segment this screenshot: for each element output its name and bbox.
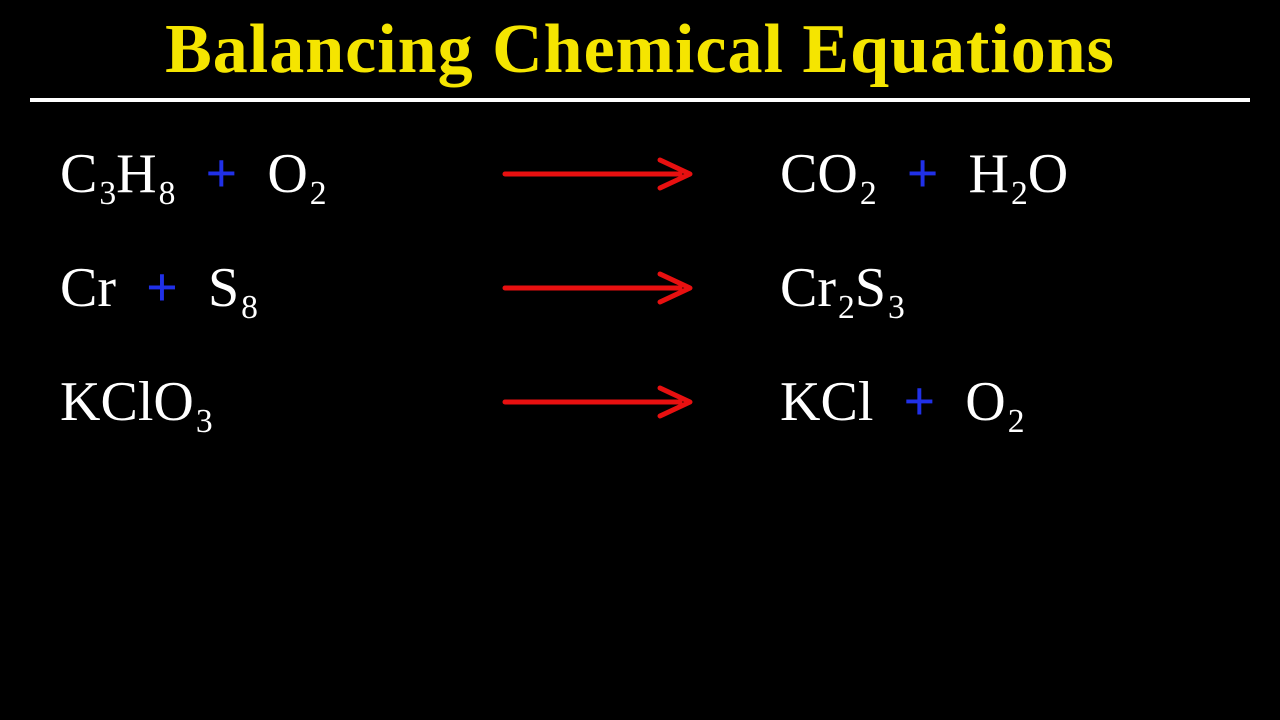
equation-rhs: KCl + O2	[780, 370, 1025, 434]
formula-term: CO2	[780, 142, 877, 206]
equation-lhs: KClO3	[60, 370, 480, 434]
formula-term: H2O	[969, 142, 1069, 206]
reaction-arrow	[500, 382, 700, 422]
formula-term: O2	[267, 142, 326, 206]
equation-lhs: C3H8 + O2	[60, 142, 480, 206]
reaction-arrow	[500, 268, 700, 308]
equation-row: C3H8 + O2 CO2 + H2O	[60, 142, 1220, 206]
formula-term: Cr2S3	[780, 256, 905, 320]
reaction-arrow	[500, 154, 700, 194]
page-title: Balancing Chemical Equations	[0, 0, 1280, 90]
plus-operator: +	[136, 256, 188, 320]
equation-row: KClO3 KCl + O2	[60, 370, 1220, 434]
formula-term: O2	[965, 370, 1024, 434]
formula-term: S8	[208, 256, 258, 320]
formula-term: KClO3	[60, 370, 213, 434]
equation-rhs: Cr2S3	[780, 256, 905, 320]
formula-term: KCl	[780, 370, 873, 434]
formula-term: C3H8	[60, 142, 175, 206]
equation-lhs: Cr + S8	[60, 256, 480, 320]
equation-rhs: CO2 + H2O	[780, 142, 1068, 206]
plus-operator: +	[897, 142, 949, 206]
plus-operator: +	[893, 370, 945, 434]
formula-term: Cr	[60, 256, 116, 320]
equation-row: Cr + S8 Cr2S3	[60, 256, 1220, 320]
equations-container: C3H8 + O2 CO2 + H2O Cr + S8 Cr2S3 KClO3 KCl + O2	[0, 102, 1280, 434]
plus-operator: +	[195, 142, 247, 206]
